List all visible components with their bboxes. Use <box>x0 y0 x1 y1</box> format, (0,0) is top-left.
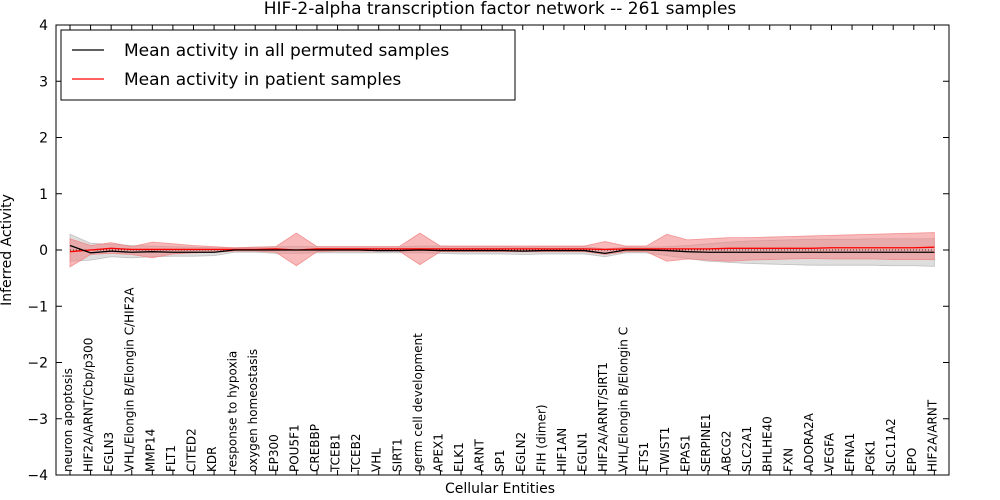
category-label: VHL/Elongin B/Elongin C <box>617 327 631 472</box>
category-label: TWIST1 <box>658 427 672 473</box>
y-tick-label: −3 <box>27 412 48 428</box>
category-label: APEX1 <box>431 433 445 472</box>
category-label: HIF2A/ARNT/SIRT1 <box>596 362 610 472</box>
category-label: BHLHE40 <box>761 416 775 472</box>
category-label: SLC11A2 <box>884 418 898 472</box>
category-label: SIRT1 <box>390 438 404 472</box>
category-label: FXN <box>781 448 795 472</box>
category-label: CITED2 <box>184 428 198 472</box>
legend-label-patient: Mean activity in patient samples <box>124 70 401 90</box>
legend: Mean activity in all permuted samples Me… <box>60 29 516 101</box>
y-tick-label: 2 <box>39 131 48 147</box>
category-label: SLC2A1 <box>740 426 754 472</box>
category-label: HIF2A/ARNT/Cbp/p300 <box>82 338 96 472</box>
category-label: EPAS1 <box>678 434 692 472</box>
category-label: VHL/Elongin B/Elongin C/HIF2A <box>123 287 137 472</box>
category-label: TCEB2 <box>349 434 363 473</box>
y-tick-label: 0 <box>39 243 48 259</box>
category-label: HIF2A/ARNT <box>925 399 939 472</box>
category-label: neuron apoptosis <box>61 368 75 472</box>
category-label: FIH (dimer) <box>534 404 548 472</box>
category-label: HIF1AN <box>555 428 569 472</box>
y-tick-label: 4 <box>39 18 48 34</box>
series-line-patient <box>69 246 935 253</box>
category-label: PGK1 <box>864 440 878 472</box>
y-tick-label: −1 <box>27 299 48 315</box>
y-tick-label: 3 <box>39 74 48 90</box>
category-label: ABCG2 <box>720 430 734 472</box>
series-lines <box>69 244 935 255</box>
category-label: EGLN2 <box>514 432 528 472</box>
category-label: EP300 <box>267 434 281 472</box>
axis-ticks: −4 −3 −2 −1 0 1 2 3 4 <box>27 18 949 484</box>
y-axis-title: Inferred Activity <box>0 194 15 306</box>
category-label: oxygen homeostasis <box>246 349 260 472</box>
category-label: SP1 <box>493 450 507 473</box>
category-label: EGLN3 <box>102 432 116 472</box>
category-label: germ cell development <box>411 333 425 472</box>
series-line-permuted <box>69 244 935 255</box>
category-label: FLT1 <box>164 445 178 472</box>
legend-label-permuted: Mean activity in all permuted samples <box>124 41 449 61</box>
category-label: EPO <box>905 448 919 472</box>
category-label: VEGFA <box>822 432 836 472</box>
category-label: ELK1 <box>452 442 466 472</box>
category-label: MMP14 <box>143 429 157 472</box>
category-label: EGLN1 <box>576 432 590 472</box>
category-label: POU5F1 <box>287 424 301 472</box>
category-label: ETS1 <box>637 442 651 472</box>
category-label: KDR <box>205 447 219 472</box>
category-label: ADORA2A <box>802 412 816 472</box>
category-label: TCEB1 <box>329 434 343 473</box>
category-label: EFNA1 <box>843 433 857 472</box>
y-tick-label: −2 <box>27 356 48 372</box>
category-label: response to hypoxia <box>226 351 240 472</box>
category-label: VHL <box>370 448 384 472</box>
y-tick-label: 1 <box>39 187 48 203</box>
category-label: CREBBP <box>308 424 322 472</box>
legend-box <box>60 29 516 101</box>
x-axis-title: Cellular Entities <box>445 481 555 497</box>
category-label: ARNT <box>473 438 487 472</box>
category-label: SERPINE1 <box>699 413 713 472</box>
category-labels: neuron apoptosis HIF2A/ARNT/Cbp/p300 EGLN3… <box>61 287 939 473</box>
plot-frame <box>55 24 950 476</box>
chart-title: HIF-2-alpha transcription factor network… <box>264 0 737 19</box>
y-tick-label: −4 <box>27 468 48 484</box>
